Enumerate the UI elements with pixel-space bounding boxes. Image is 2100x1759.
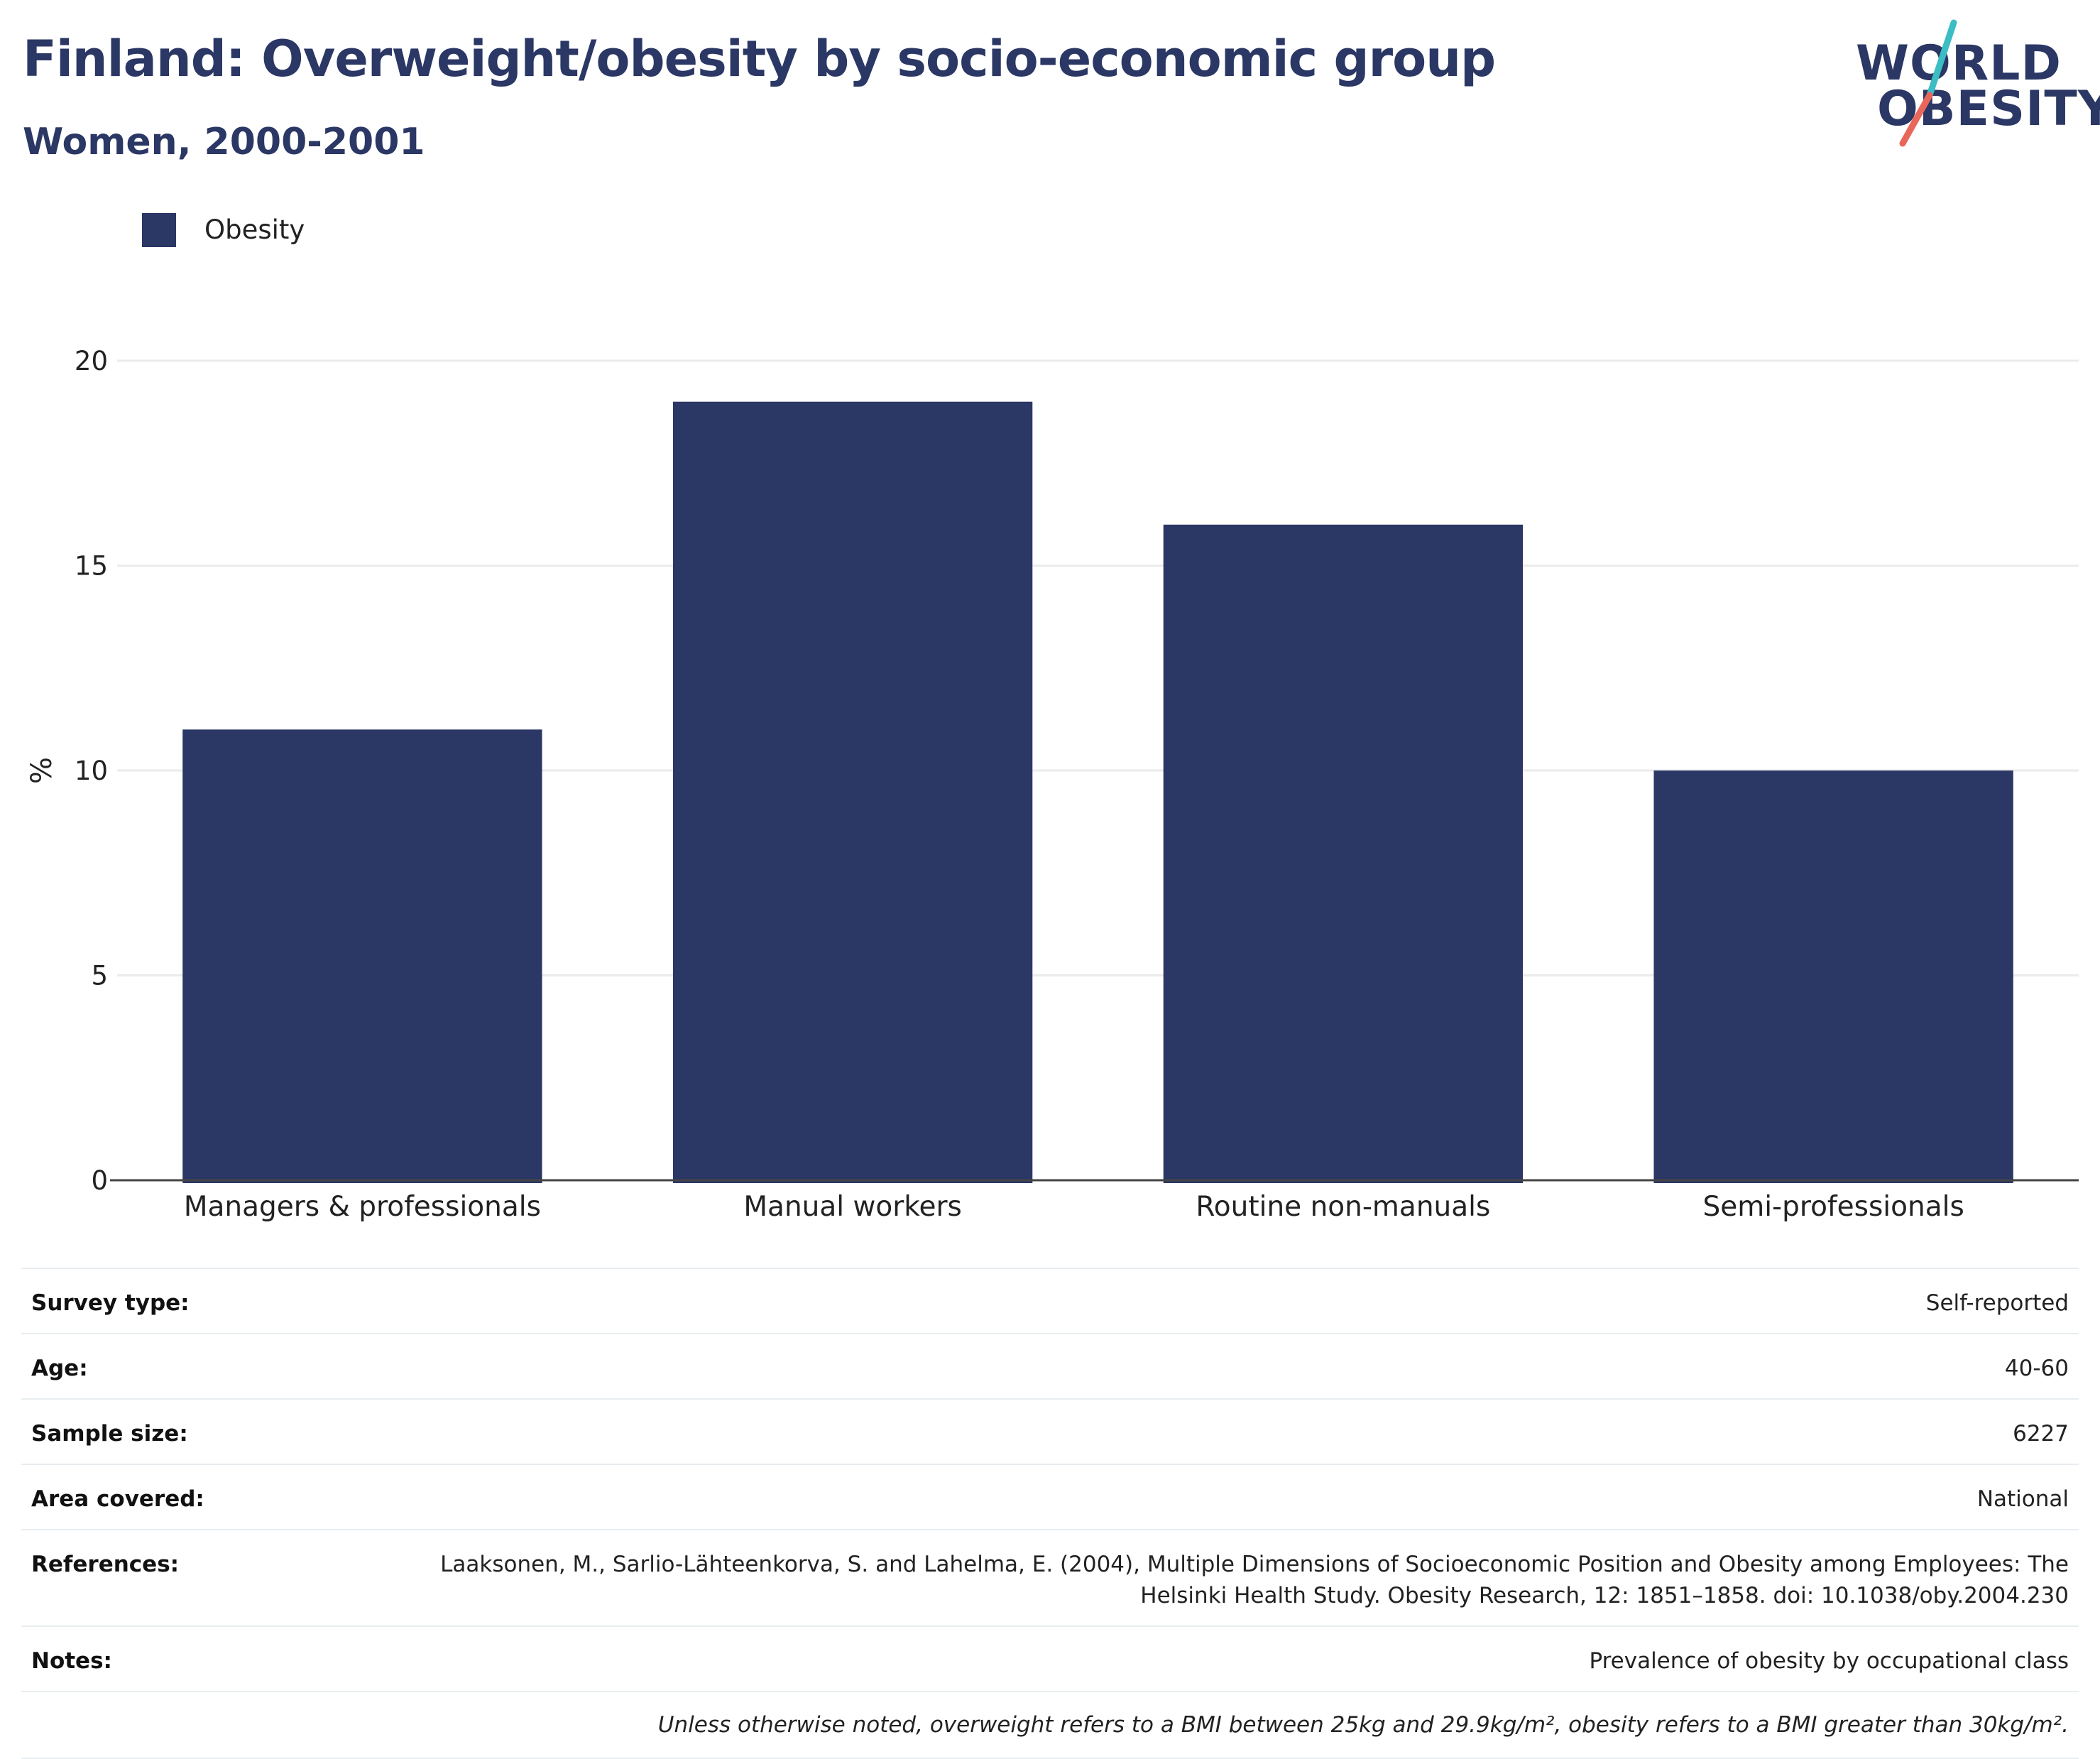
logo-word-world: WORLD bbox=[1856, 36, 2062, 92]
legend-swatch-obesity bbox=[142, 213, 176, 247]
metadata-row: Age: 40-60 bbox=[21, 1333, 2079, 1398]
definition-footnote: Unless otherwise noted, overweight refer… bbox=[21, 1691, 2079, 1759]
metadata-value: 6227 bbox=[2013, 1421, 2069, 1447]
x-tick-label: Managers & professionals bbox=[184, 1191, 541, 1223]
bar bbox=[182, 729, 542, 1183]
metadata-key: Area covered: bbox=[31, 1486, 204, 1512]
metadata-value: 40-60 bbox=[2004, 1356, 2069, 1381]
logo-slash-top bbox=[1926, 19, 1957, 99]
metadata-value: Self-reported bbox=[1925, 1290, 2069, 1316]
bar bbox=[1163, 524, 1524, 1183]
bar bbox=[1653, 770, 2013, 1183]
world-obesity-logo: WORLD OBESITY bbox=[1846, 14, 2100, 156]
x-tick-label: Routine non-manuals bbox=[1196, 1191, 1490, 1223]
x-tick-label: Semi-professionals bbox=[1702, 1191, 1964, 1223]
metadata-key: Notes: bbox=[31, 1648, 112, 1674]
metadata-row: Area covered: National bbox=[21, 1464, 2079, 1529]
metadata-value: National bbox=[1976, 1486, 2069, 1512]
chart-subtitle: Women, 2000-2001 bbox=[23, 121, 425, 163]
legend-label-obesity: Obesity bbox=[204, 214, 305, 245]
metadata-value: Prevalence of obesity by occupational cl… bbox=[1589, 1648, 2069, 1674]
y-tick-label: 20 bbox=[75, 346, 108, 376]
metadata-row: Survey type: Self-reported bbox=[21, 1268, 2079, 1333]
logo-slash-icon bbox=[1899, 19, 1957, 147]
metadata-row: References: Laaksonen, M., Sarlio-Lähteen… bbox=[21, 1529, 2079, 1625]
chart-title: Finland: Overweight/obesity by socio-eco… bbox=[23, 30, 1496, 88]
x-tick-label: Manual workers bbox=[743, 1191, 961, 1223]
y-tick-label: 0 bbox=[91, 1165, 108, 1196]
y-tick-label: 10 bbox=[75, 756, 108, 786]
bar bbox=[672, 401, 1033, 1184]
y-tick-label: 5 bbox=[91, 961, 108, 991]
logo-slash-bottom bbox=[1899, 92, 1933, 147]
metadata-row: Notes: Prevalence of obesity by occupatio… bbox=[21, 1625, 2079, 1691]
metadata-value: Laaksonen, M., Sarlio-Lähteenkorva, S. a… bbox=[440, 1552, 2069, 1608]
y-tick-label: 15 bbox=[75, 551, 108, 582]
metadata-key: Age: bbox=[31, 1356, 88, 1381]
y-axis-label: % bbox=[26, 757, 58, 784]
metadata-key: References: bbox=[31, 1552, 180, 1577]
metadata-row: Sample size: 6227 bbox=[21, 1398, 2079, 1464]
survey-metadata-table: Survey type: Self-reported Age: 40-60 Sample… bbox=[21, 1268, 2079, 1759]
metadata-key: Survey type: bbox=[31, 1290, 190, 1316]
bar-chart: 0 5 10 15 20% Managers & professionals Manual … bbox=[26, 346, 2079, 1223]
metadata-key: Sample size: bbox=[31, 1421, 188, 1447]
